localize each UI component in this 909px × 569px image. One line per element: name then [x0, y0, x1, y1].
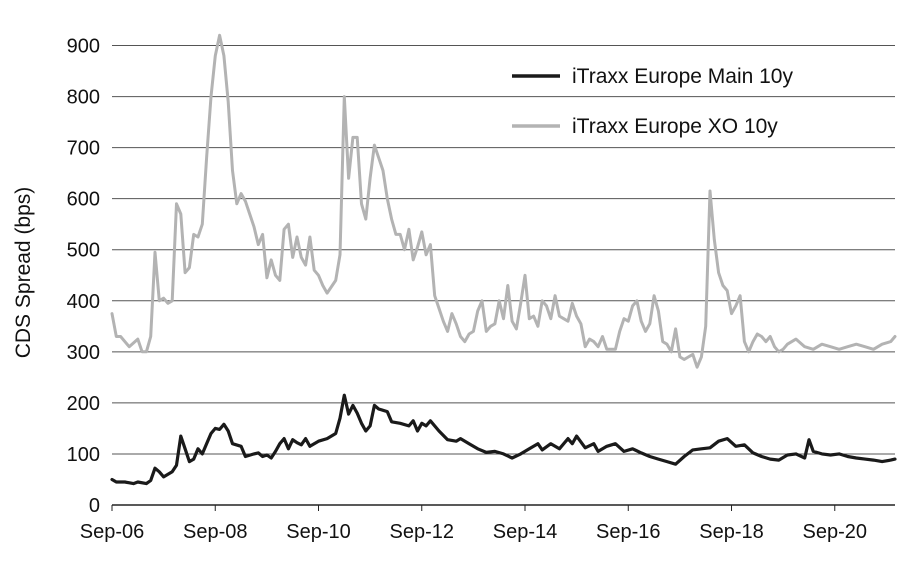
- y-tick-label: 100: [67, 444, 100, 466]
- y-tick-label: 200: [67, 393, 100, 415]
- x-tick-label: Sep-16: [596, 521, 661, 543]
- series-line-xo: [110, 33, 897, 369]
- legend: iTraxx Europe Main 10y iTraxx Europe XO 1…: [512, 65, 793, 138]
- x-tick-label: Sep-20: [803, 521, 868, 543]
- y-tick-label: 700: [67, 138, 100, 160]
- x-tick-label: Sep-06: [80, 521, 145, 543]
- y-tick-label: 400: [67, 291, 100, 313]
- x-tick-label: Sep-08: [183, 521, 248, 543]
- legend-label-main: iTraxx Europe Main 10y: [572, 65, 793, 88]
- x-tick-label: Sep-12: [390, 521, 455, 543]
- x-tick-label: Sep-18: [699, 521, 764, 543]
- y-axis-title: CDS Spread (bps): [12, 187, 35, 359]
- y-tick-label: 500: [67, 240, 100, 262]
- series-line-main: [110, 393, 897, 486]
- y-tick-label: 600: [67, 189, 100, 211]
- x-tick-label: Sep-14: [493, 521, 558, 543]
- gridlines: [112, 45, 895, 455]
- x-axis-ticks: Sep-06 Sep-08 Sep-10 Sep-12 Sep-14 Sep-16 Sep-…: [80, 521, 867, 543]
- axes: [111, 504, 895, 511]
- y-tick-label: 0: [89, 495, 100, 517]
- y-tick-label: 300: [67, 342, 100, 364]
- y-axis-ticks: 0 100 200 300 400 500 600 700 800 900: [67, 36, 100, 517]
- y-tick-label: 900: [67, 36, 100, 58]
- y-tick-label: 800: [67, 87, 100, 109]
- x-tick-label: Sep-10: [286, 521, 351, 543]
- series-layer: [110, 33, 897, 486]
- legend-label-xo: iTraxx Europe XO 10y: [572, 115, 778, 138]
